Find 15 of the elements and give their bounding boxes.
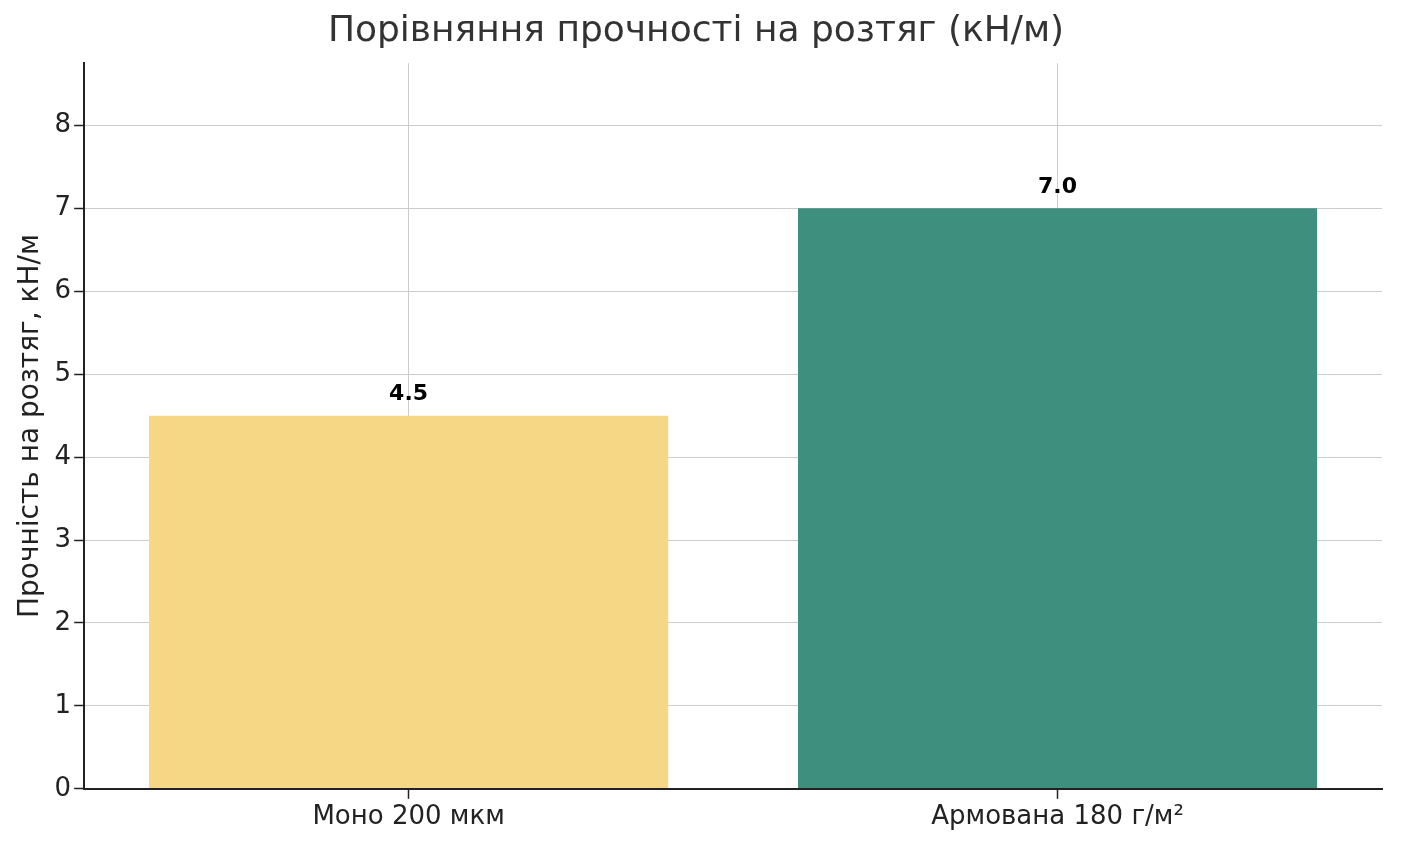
chart-title: Порівняння прочності на розтяг (кН/м)	[327, 7, 1065, 49]
data-label: 4.5	[389, 380, 429, 406]
x-tick-label: Армована 180 г/м²	[931, 800, 1184, 831]
y-axis-title: Прочність на розтяг, кН/м	[12, 233, 46, 619]
y-tick-label: 6	[54, 274, 72, 304]
y-tick-label: 7	[54, 191, 72, 222]
y-tick-label: 0	[54, 771, 72, 802]
data-label: 7.0	[1038, 173, 1078, 199]
y-tick-label: 1	[54, 688, 72, 719]
y-tick-label: 2	[54, 605, 72, 636]
y-tick-label: 4	[54, 439, 72, 470]
y-tick-label: 5	[54, 356, 72, 387]
x-tick-label: Моно 200 мкм	[312, 800, 505, 831]
y-tick-label: 8	[54, 108, 72, 139]
y-tick-label: 3	[54, 522, 72, 553]
